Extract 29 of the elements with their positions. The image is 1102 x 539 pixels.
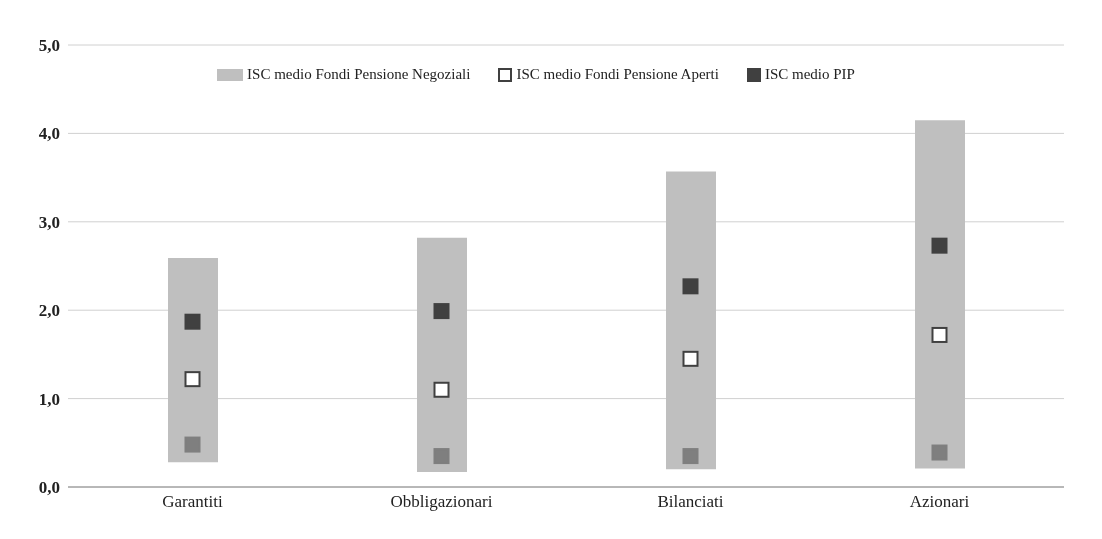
legend-label: ISC medio Fondi Pensione Negoziali	[247, 66, 471, 83]
point	[433, 381, 450, 398]
y-tick-label: 5,0	[38, 36, 60, 56]
x-tick-label: Obbligazionari	[390, 492, 493, 512]
point	[184, 436, 201, 453]
bar	[915, 120, 965, 469]
bar	[417, 237, 467, 472]
point	[433, 448, 450, 465]
legend-label: ISC medio PIP	[764, 66, 855, 83]
point	[682, 448, 699, 465]
y-tick-label: 4,0	[38, 124, 60, 144]
bar	[666, 171, 716, 470]
x-tick-label: Garantiti	[162, 492, 223, 512]
y-tick-label: 1,0	[38, 389, 60, 409]
point	[184, 371, 201, 388]
point	[184, 313, 201, 330]
point	[682, 278, 699, 295]
point	[931, 444, 948, 461]
y-tick-label: 2,0	[38, 301, 60, 321]
x-tick-label: Azionari	[909, 492, 970, 512]
point	[931, 237, 948, 254]
point	[433, 303, 450, 320]
point	[931, 326, 948, 343]
x-tick-label: Bilanciati	[657, 492, 724, 512]
y-tick-label: 0,0	[38, 478, 60, 498]
y-tick-label: 3,0	[38, 212, 60, 232]
point	[682, 350, 699, 367]
legend-label: ISC medio Fondi Pensione Aperti	[516, 66, 719, 83]
bar	[168, 258, 218, 463]
